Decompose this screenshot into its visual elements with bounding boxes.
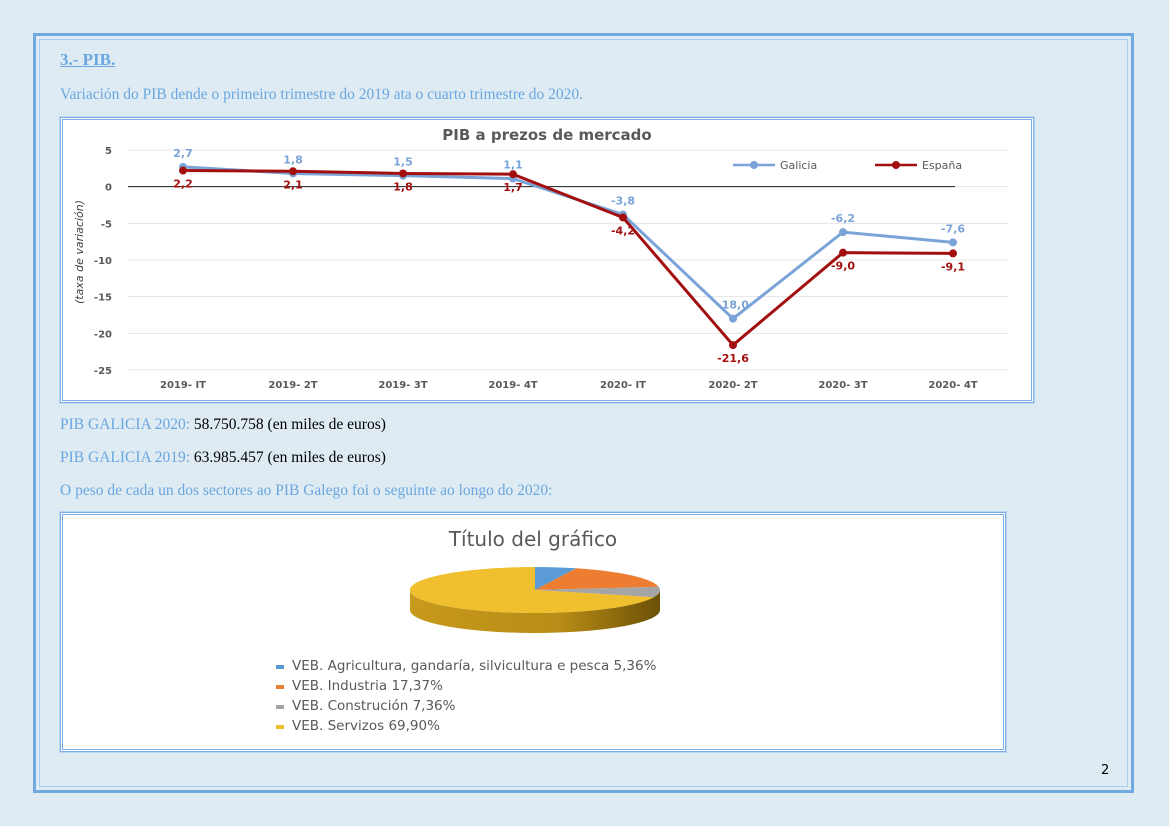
x-tick-label: 2020- 2T <box>708 380 757 391</box>
gdp-line-chart-svg: PIB a prezos de mercado 5 0 -5 -10 -15 -20 -25 (… <box>73 126 1008 391</box>
data-point <box>619 213 627 222</box>
data-label: -18,0 <box>717 299 749 312</box>
legend-swatch <box>276 705 284 709</box>
legend-label: VEB. Industria 17,37% <box>292 678 443 694</box>
legend-swatch <box>276 725 284 729</box>
legend-swatch <box>276 685 284 689</box>
gdp-2020-label: PIB GALICIA 2020: <box>60 416 191 433</box>
data-label: 1,8 <box>283 153 303 166</box>
data-label: -6,2 <box>831 212 855 225</box>
gdp-2019-value: 63.985.457 (en miles de euros) <box>193 449 386 466</box>
x-tick-label: 2020- 3T <box>818 380 867 391</box>
sector-pie-chart: Título del gráfico VEB. Agricultura, gand… <box>59 511 1007 753</box>
legend-swatch <box>276 665 284 669</box>
data-point <box>289 167 297 176</box>
x-tick-label: 2019- 2T <box>268 380 317 391</box>
data-label: -3,8 <box>611 195 635 208</box>
data-label: 1,8 <box>393 180 413 193</box>
data-point <box>949 249 957 258</box>
data-label: 2,1 <box>283 178 303 191</box>
chart-title: Título del gráfico <box>448 527 617 551</box>
pie-side-wall <box>410 590 660 633</box>
x-tick-label: 2020- IT <box>600 380 646 391</box>
legend-label: Galicia <box>780 159 817 172</box>
legend-label: España <box>922 159 962 172</box>
data-label: 2,2 <box>173 178 193 191</box>
data-point <box>179 166 187 175</box>
data-label: 2,7 <box>173 147 193 160</box>
x-tick-label: 2019- 3T <box>378 380 427 391</box>
section-subtitle: Variación do PIB dende o primeiro trimes… <box>60 86 583 103</box>
pie-slice <box>535 567 577 590</box>
sector-pie-chart-svg: Título del gráfico VEB. Agricultura, gand… <box>276 527 660 734</box>
y-axis-label: (taxa de variación) <box>73 200 86 304</box>
data-point <box>839 248 847 257</box>
data-point <box>949 238 957 247</box>
legend-label: VEB. Construción 7,36% <box>292 698 456 714</box>
data-label: -9,0 <box>831 260 855 273</box>
gdp-2019-line: PIB GALICIA 2019: 63.985.457 (en miles d… <box>60 449 386 467</box>
data-label: 1,5 <box>393 156 413 169</box>
data-label: -9,1 <box>941 260 965 273</box>
data-point <box>509 170 517 179</box>
data-point <box>399 169 407 178</box>
data-label: -7,6 <box>941 222 965 235</box>
series-line-españa <box>182 169 954 348</box>
gdp-2020-line: PIB GALICIA 2020: 58.750.758 (en miles d… <box>60 416 386 434</box>
data-point <box>839 228 847 237</box>
y-tick-label: -15 <box>94 293 112 304</box>
y-tick-label: -5 <box>101 219 112 230</box>
page-number: 2 <box>1101 763 1110 778</box>
y-tick-label: -25 <box>94 366 112 377</box>
legend-marker <box>750 161 758 169</box>
x-tick-label: 2019- IT <box>160 380 206 391</box>
x-tick-label: 2020- 4T <box>928 380 977 391</box>
data-point <box>729 341 737 350</box>
chart-title: PIB a prezos de mercado <box>442 126 651 144</box>
x-tick-label: 2019- 4T <box>488 380 537 391</box>
gdp-line-chart: PIB a prezos de mercado 5 0 -5 -10 -15 -20 -25 (… <box>59 116 1035 404</box>
legend-label: VEB. Servizos 69,90% <box>292 718 440 734</box>
y-tick-label: -20 <box>94 329 112 340</box>
data-label: 1,7 <box>503 181 523 194</box>
y-tick-label: 0 <box>105 183 112 194</box>
gdp-2020-value: 58.750.758 (en miles de euros) <box>190 416 386 433</box>
data-label: -4,2 <box>611 224 635 237</box>
pie-slice <box>535 568 659 590</box>
section-title: 3.- PIB. <box>60 50 116 69</box>
gdp-2019-label: PIB GALICIA 2019: <box>60 449 191 466</box>
sector-intro: O peso de cada un dos sectores ao PIB Ga… <box>60 482 553 499</box>
legend-label: VEB. Agricultura, gandaría, silvicultura… <box>292 658 657 674</box>
data-label: 1,1 <box>503 159 523 172</box>
y-tick-label: 5 <box>105 146 112 157</box>
data-label: -21,6 <box>717 352 749 365</box>
pie-slice <box>410 567 654 613</box>
legend-marker <box>892 161 900 169</box>
data-point <box>729 314 737 323</box>
y-tick-label: -10 <box>94 256 112 267</box>
page-frame <box>33 33 1134 793</box>
pie-slice <box>535 586 660 598</box>
